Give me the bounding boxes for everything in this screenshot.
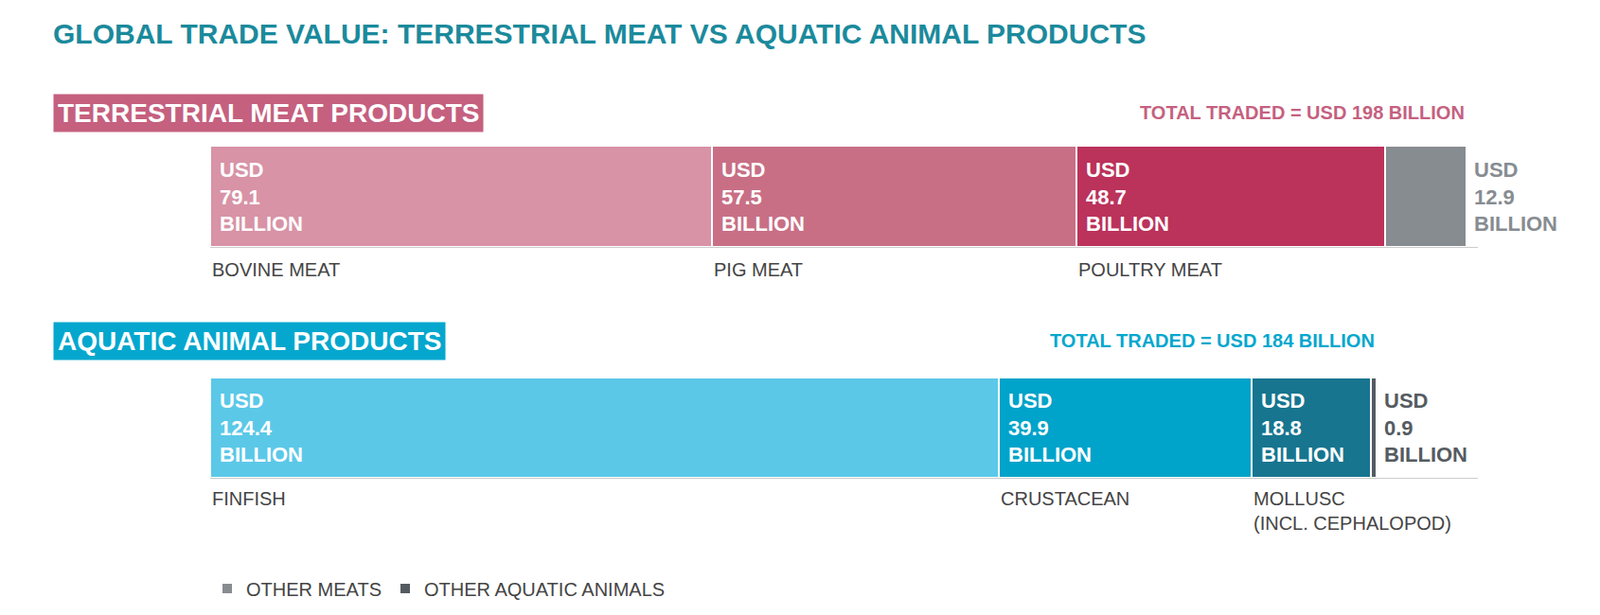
svg-text:USD12.9BILLION: USD12.9BILLION <box>1474 158 1558 236</box>
svg-text:USD48.7BILLION: USD48.7BILLION <box>1085 158 1170 236</box>
svg-text:BOVINE MEAT: BOVINE MEAT <box>212 259 340 281</box>
svg-text:USD39.9BILLION: USD39.9BILLION <box>1008 389 1092 467</box>
svg-text:OTHER AQUATIC ANIMALS: OTHER AQUATIC ANIMALS <box>424 579 665 601</box>
svg-text:FINFISH: FINFISH <box>212 488 286 510</box>
svg-text:USD0.9BILLION: USD0.9BILLION <box>1384 389 1468 467</box>
svg-text:PIG MEAT: PIG MEAT <box>713 259 803 281</box>
svg-text:GLOBAL TRADE VALUE: TERRESTRIA: GLOBAL TRADE VALUE: TERRESTRIAL MEAT VS … <box>53 17 1146 50</box>
svg-text:USD124.4BILLION: USD124.4BILLION <box>219 389 303 467</box>
svg-text:TOTAL TRADED = USD 184 BILLION: TOTAL TRADED = USD 184 BILLION <box>1049 330 1375 352</box>
svg-text:TOTAL TRADED = USD 198 BILLION: TOTAL TRADED = USD 198 BILLION <box>1139 102 1465 124</box>
svg-text:USD18.8BILLION: USD18.8BILLION <box>1261 389 1345 467</box>
svg-text:AQUATIC ANIMAL PRODUCTS: AQUATIC ANIMAL PRODUCTS <box>57 326 442 356</box>
svg-text:USD79.1BILLION: USD79.1BILLION <box>219 158 303 236</box>
svg-text:POULTRY MEAT: POULTRY MEAT <box>1078 259 1223 281</box>
svg-text:MOLLUSC(INCL. CEPHALOPOD): MOLLUSC(INCL. CEPHALOPOD) <box>1253 488 1452 534</box>
svg-text:TERRESTRIAL MEAT PRODUCTS: TERRESTRIAL MEAT PRODUCTS <box>57 98 480 128</box>
svg-text:CRUSTACEAN: CRUSTACEAN <box>1000 488 1130 510</box>
svg-text:USD57.5BILLION: USD57.5BILLION <box>721 158 805 236</box>
svg-text:OTHER MEATS: OTHER MEATS <box>246 579 382 601</box>
